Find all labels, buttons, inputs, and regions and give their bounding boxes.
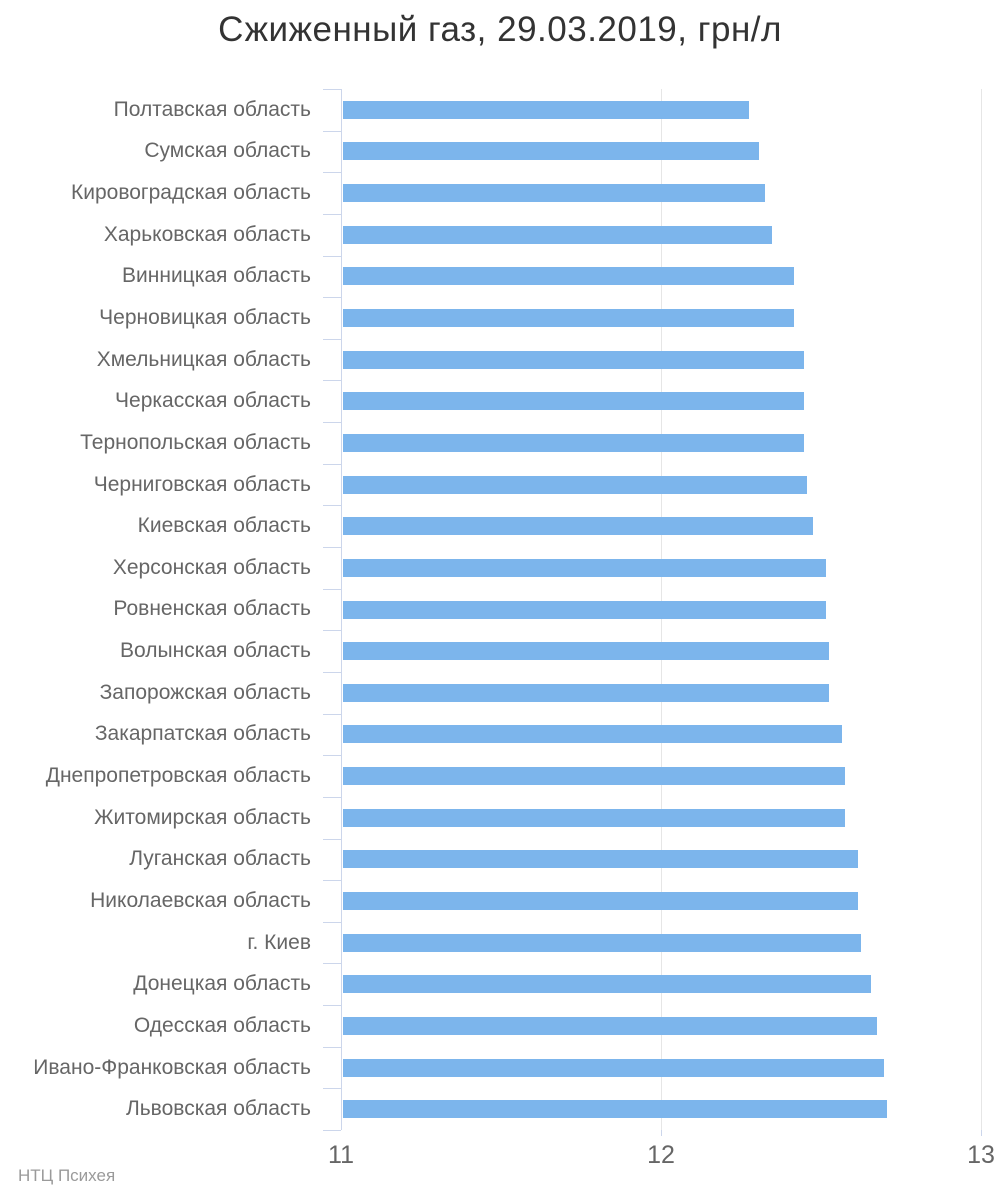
category-tick <box>323 672 341 673</box>
category-label: Хмельницкая область <box>96 347 311 371</box>
bar-2[interactable] <box>343 184 766 203</box>
bar-6[interactable] <box>343 350 804 369</box>
category-tick <box>323 422 341 423</box>
category-label: Днепропетровская область <box>45 764 311 788</box>
bar-24[interactable] <box>343 1100 887 1119</box>
category-tick <box>323 714 341 715</box>
value-tick <box>981 1130 982 1136</box>
bar-13[interactable] <box>343 642 830 661</box>
category-tick <box>323 214 341 215</box>
value-tick-label: 13 <box>967 1141 995 1169</box>
category-label: Черновицкая область <box>99 306 311 329</box>
category-tick <box>323 963 341 964</box>
category-tick <box>323 1088 341 1089</box>
value-tick-label: 12 <box>647 1141 675 1169</box>
bar-14[interactable] <box>343 683 830 702</box>
bar-9[interactable] <box>343 475 807 494</box>
bar-0[interactable] <box>343 100 750 119</box>
value-tick <box>661 1130 662 1136</box>
category-tick <box>323 131 341 132</box>
bar-3[interactable] <box>343 225 772 244</box>
bar-18[interactable] <box>343 850 859 869</box>
category-tick <box>323 630 341 631</box>
category-label: Запорожская область <box>99 680 311 704</box>
category-label: Полтавская область <box>113 97 311 121</box>
category-label: Закарпатская область <box>94 722 311 746</box>
category-label: Одесская область <box>133 1013 311 1037</box>
bar-20[interactable] <box>343 933 862 952</box>
category-tick <box>323 880 341 881</box>
gridline-x-13 <box>981 89 982 1130</box>
bar-8[interactable] <box>343 433 804 452</box>
bar-17[interactable] <box>343 808 846 827</box>
category-tick <box>323 172 341 173</box>
plot-area <box>341 89 982 1130</box>
category-label: Херсонская область <box>112 555 311 579</box>
category-label: Кировоградская область <box>71 181 311 205</box>
category-tick <box>323 589 341 590</box>
category-label: Волынская область <box>120 639 311 663</box>
category-label: Черкасская область <box>115 389 311 413</box>
category-tick <box>323 547 341 548</box>
category-label: Николаевская область <box>90 888 311 912</box>
category-label: Ивано-Франковская область <box>33 1055 311 1079</box>
category-tick <box>323 1130 341 1131</box>
category-label: г. Киев <box>247 930 311 954</box>
bar-21[interactable] <box>343 975 871 994</box>
category-label: Тернопольская область <box>80 430 311 454</box>
chart-title: Сжиженный газ, 29.03.2019, грн/л <box>218 10 782 49</box>
bar-1[interactable] <box>343 142 759 161</box>
category-tick <box>323 922 341 923</box>
category-label: Киевская область <box>137 514 311 538</box>
category-tick <box>323 339 341 340</box>
bar-11[interactable] <box>343 558 827 577</box>
bar-16[interactable] <box>343 767 846 786</box>
bar-4[interactable] <box>343 267 795 286</box>
category-tick <box>323 256 341 257</box>
category-tick <box>323 839 341 840</box>
category-label: Ровненская область <box>113 597 311 621</box>
bar-15[interactable] <box>343 725 843 744</box>
category-label: Донецкая область <box>133 972 311 996</box>
bar-12[interactable] <box>343 600 827 619</box>
category-tick <box>323 1047 341 1048</box>
source-credit: НТЦ Психея <box>18 1166 116 1185</box>
category-tick <box>323 464 341 465</box>
category-tick <box>323 755 341 756</box>
category-label: Черниговская область <box>93 472 311 496</box>
category-tick <box>323 797 341 798</box>
value-tick-label: 11 <box>328 1141 354 1169</box>
bar-5[interactable] <box>343 309 795 328</box>
category-tick <box>323 1005 341 1006</box>
bar-7[interactable] <box>343 392 804 411</box>
category-label: Сумская область <box>144 139 311 163</box>
category-tick <box>323 89 341 90</box>
category-label: Винницкая область <box>122 264 311 288</box>
category-tick <box>323 297 341 298</box>
category-label: Харьковская область <box>103 222 311 246</box>
category-label: Житомирская область <box>94 805 311 829</box>
bar-23[interactable] <box>343 1058 884 1077</box>
bar-22[interactable] <box>343 1016 878 1035</box>
category-tick <box>323 505 341 506</box>
category-tick <box>323 380 341 381</box>
category-label: Львовская область <box>125 1097 311 1121</box>
bar-10[interactable] <box>343 517 814 536</box>
bar-19[interactable] <box>343 891 859 910</box>
category-label: Луганская область <box>129 847 311 871</box>
